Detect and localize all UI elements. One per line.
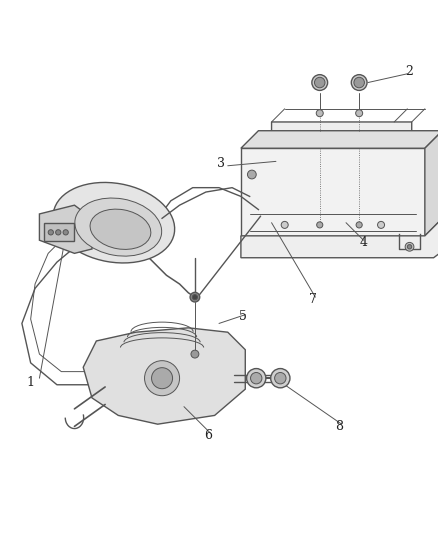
Text: 5: 5 — [239, 310, 247, 324]
FancyBboxPatch shape — [44, 223, 74, 241]
Text: 3: 3 — [217, 157, 225, 170]
Text: 8: 8 — [336, 420, 343, 433]
Circle shape — [251, 373, 262, 384]
Circle shape — [351, 75, 367, 91]
Text: 6: 6 — [204, 429, 212, 442]
Ellipse shape — [53, 182, 175, 263]
Circle shape — [356, 110, 363, 117]
Text: 7: 7 — [309, 293, 317, 306]
Circle shape — [152, 368, 173, 389]
Circle shape — [247, 368, 266, 388]
Circle shape — [192, 295, 198, 300]
Circle shape — [63, 230, 68, 235]
Circle shape — [145, 361, 180, 395]
Circle shape — [407, 245, 412, 249]
Circle shape — [314, 77, 325, 88]
Circle shape — [378, 221, 385, 229]
Circle shape — [312, 75, 328, 91]
Text: 1: 1 — [27, 376, 35, 389]
Polygon shape — [39, 205, 92, 253]
Circle shape — [356, 222, 362, 228]
Circle shape — [405, 243, 414, 251]
Text: 2: 2 — [406, 65, 413, 78]
Text: 4: 4 — [360, 236, 367, 249]
Circle shape — [354, 77, 364, 88]
Circle shape — [190, 292, 200, 302]
Polygon shape — [241, 131, 438, 148]
Circle shape — [191, 350, 199, 358]
Circle shape — [271, 368, 290, 388]
Circle shape — [281, 221, 288, 229]
Circle shape — [247, 170, 256, 179]
Polygon shape — [83, 328, 245, 424]
Polygon shape — [241, 219, 438, 258]
Polygon shape — [272, 122, 412, 144]
Circle shape — [275, 373, 286, 384]
FancyBboxPatch shape — [241, 148, 425, 236]
Circle shape — [48, 230, 53, 235]
Circle shape — [56, 230, 61, 235]
Polygon shape — [425, 131, 438, 236]
Circle shape — [316, 110, 323, 117]
Circle shape — [317, 222, 323, 228]
Ellipse shape — [75, 198, 162, 256]
Ellipse shape — [90, 209, 151, 249]
